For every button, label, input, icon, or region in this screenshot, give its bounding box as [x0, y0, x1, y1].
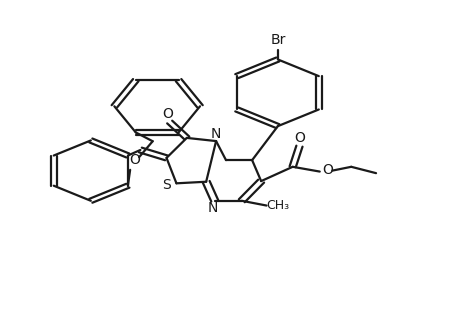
Text: O: O	[161, 107, 172, 121]
Text: N: N	[211, 127, 221, 141]
Text: Br: Br	[270, 33, 285, 48]
Text: N: N	[207, 201, 217, 215]
Text: S: S	[162, 178, 170, 192]
Text: CH₃: CH₃	[266, 199, 289, 212]
Text: O: O	[293, 131, 304, 145]
Text: O: O	[129, 153, 140, 167]
Text: O: O	[322, 163, 332, 177]
